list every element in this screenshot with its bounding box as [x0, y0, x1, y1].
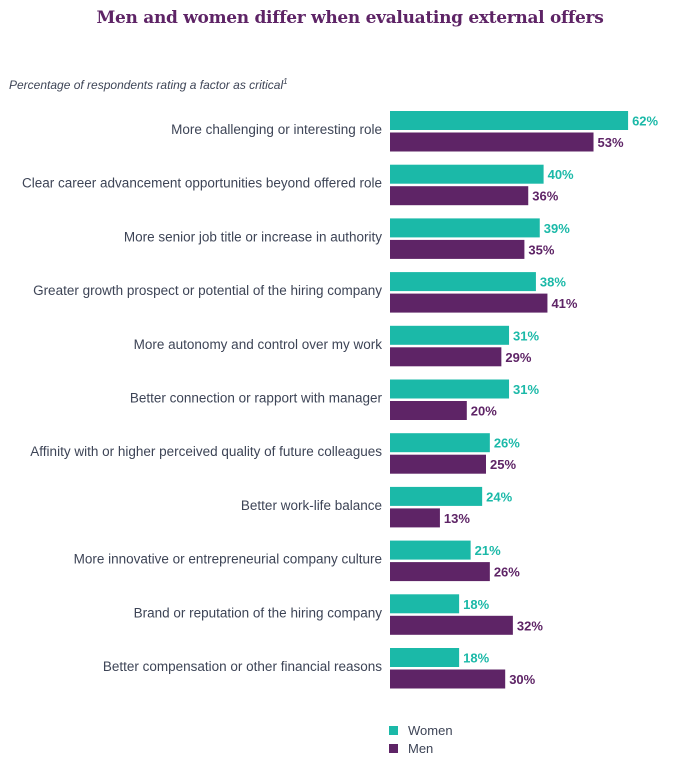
- bar-women: [390, 272, 536, 292]
- data-label-women: 62%: [632, 114, 658, 129]
- bar-men: [390, 669, 506, 689]
- category-label: Brand or reputation of the hiring compan…: [134, 605, 383, 620]
- data-label-men: 20%: [471, 404, 497, 419]
- category-label: More innovative or entrepreneurial compa…: [74, 552, 382, 567]
- bar-men: [390, 562, 490, 582]
- data-label-women: 24%: [486, 489, 512, 504]
- category-label: Better connection or rapport with manage…: [130, 391, 383, 406]
- category-label: Better compensation or other financial r…: [103, 659, 382, 674]
- legend-label-women: Women: [408, 723, 453, 738]
- data-label-men: 13%: [444, 511, 470, 526]
- legend-item-men: Men: [389, 741, 433, 756]
- bar-women: [390, 164, 544, 184]
- bar-women: [390, 486, 483, 506]
- bar-men: [390, 239, 525, 259]
- data-label-men: 53%: [598, 135, 624, 150]
- data-label-men: 32%: [517, 618, 543, 633]
- category-label: More senior job title or increase in aut…: [124, 229, 382, 244]
- bar-women: [390, 379, 510, 399]
- bar-women: [390, 433, 490, 453]
- bar-women: [390, 111, 629, 130]
- data-label-women: 40%: [548, 167, 574, 182]
- data-label-men: 25%: [490, 457, 516, 472]
- subtitle-text: Percentage of respondents rating a facto…: [9, 78, 284, 92]
- bar-women: [390, 218, 540, 238]
- bar-men: [390, 132, 594, 152]
- data-label-women: 26%: [494, 436, 520, 451]
- data-label-women: 18%: [463, 651, 489, 666]
- data-label-men: 41%: [551, 296, 577, 311]
- category-label: Clear career advancement opportunities b…: [22, 176, 382, 191]
- bar-men: [390, 454, 486, 474]
- data-label-men: 26%: [494, 565, 520, 580]
- chart-title: Men and women differ when evaluating ext…: [96, 8, 604, 28]
- category-label: More autonomy and control over my work: [134, 337, 383, 352]
- data-label-men: 29%: [505, 350, 531, 365]
- bar-women: [390, 325, 510, 345]
- bar-men: [390, 508, 440, 528]
- data-label-women: 38%: [540, 275, 566, 290]
- bar-men: [390, 293, 548, 313]
- chart-subtitle: Percentage of respondents rating a facto…: [9, 77, 288, 92]
- data-label-men: 30%: [509, 672, 535, 687]
- category-label: Better work-life balance: [241, 498, 382, 513]
- legend-item-women: Women: [389, 723, 453, 738]
- legend-swatch-men: [389, 744, 398, 753]
- bar-men: [390, 615, 513, 635]
- category-label: Affinity with or higher perceived qualit…: [30, 444, 382, 459]
- bar-men: [390, 347, 502, 367]
- bar-women: [390, 540, 471, 560]
- data-label-women: 21%: [475, 543, 501, 558]
- data-label-women: 31%: [513, 382, 539, 397]
- category-label: More challenging or interesting role: [171, 122, 382, 137]
- data-label-women: 39%: [544, 221, 570, 236]
- data-label-women: 18%: [463, 597, 489, 612]
- category-label: Greater growth prospect or potential of …: [33, 283, 382, 298]
- footnote-marker: 1: [283, 77, 288, 86]
- bar-women: [390, 594, 460, 614]
- bar-men: [390, 401, 467, 420]
- data-label-men: 35%: [528, 242, 554, 257]
- bar-women: [390, 648, 460, 667]
- data-label-men: 36%: [532, 189, 558, 204]
- bar-men: [390, 186, 529, 206]
- data-label-women: 31%: [513, 328, 539, 343]
- legend-label-men: Men: [408, 741, 434, 756]
- legend-swatch-women: [389, 726, 398, 735]
